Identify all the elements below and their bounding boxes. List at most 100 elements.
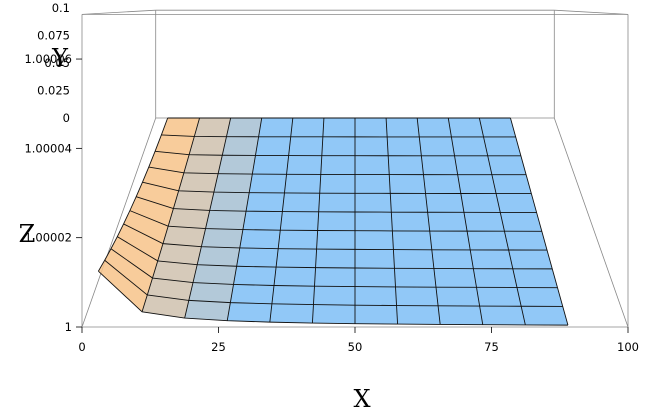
surface-patch (438, 305, 483, 325)
surface-patch (479, 306, 526, 325)
y-tick-label: 0.1 (52, 1, 70, 15)
surface-patch (280, 211, 319, 231)
surface-patch (157, 243, 202, 265)
surface-mesh (97, 117, 569, 326)
surface-patch (178, 172, 219, 193)
surface-patch (500, 212, 542, 232)
surface-patch (110, 236, 158, 279)
surface-patch (355, 193, 392, 213)
surface-patch (322, 118, 355, 137)
surface-patch (470, 249, 513, 269)
surface-patch (152, 260, 198, 283)
surface-patch (222, 136, 259, 156)
surface-patch (233, 266, 277, 286)
tick-labels: 0 25 50 75 100 0 0.025 0.05 0.075 0.1 1 1.00002 1.00… (24, 1, 639, 354)
surface-patch (242, 211, 283, 231)
surface-patch (394, 268, 436, 288)
mesh-line-x (97, 117, 169, 272)
surface-patch (269, 303, 314, 324)
mesh-line-y (148, 166, 527, 176)
surface-patch (249, 174, 287, 193)
surface-patch (189, 136, 227, 156)
surface-patch (197, 246, 240, 267)
surface-patch (355, 136, 389, 156)
surface-patch (271, 285, 315, 305)
surface-patch (290, 118, 324, 137)
surface-patch (391, 212, 430, 232)
surface-patch (314, 267, 355, 287)
surface-patch (318, 193, 355, 213)
surface-patch (173, 190, 214, 211)
surface-patch (355, 286, 397, 306)
surface-patch (226, 118, 262, 137)
surface-patch (483, 136, 521, 156)
mesh-line-y (142, 181, 532, 195)
mesh-line-y (161, 134, 516, 138)
surface-patch (419, 136, 455, 156)
surface-patch (123, 210, 169, 244)
surface-patch (213, 173, 253, 193)
surface-patch (423, 174, 461, 194)
surface-patch (315, 249, 355, 269)
surface-patch (161, 118, 200, 137)
surface-patch (184, 300, 231, 321)
surface-patch (194, 118, 231, 137)
surface-patch (491, 174, 532, 194)
bounding-box (81, 9, 629, 328)
surface-patch (389, 174, 426, 194)
surface-patch (316, 230, 355, 250)
surface-patch (355, 249, 395, 269)
mesh-line-y (117, 236, 553, 270)
mesh-line-x (385, 117, 399, 325)
mesh-line-y (123, 223, 548, 251)
mesh-line-x (478, 117, 526, 326)
surface-patch (255, 136, 291, 156)
surface-patch (252, 155, 289, 175)
surface-patch (286, 155, 322, 175)
surface-patch (278, 230, 318, 250)
surface-patch (168, 208, 210, 229)
mesh-line-x (269, 117, 294, 323)
surface-patch (427, 212, 468, 232)
surface (98, 118, 568, 326)
surface-patch (236, 247, 279, 268)
x-tick-label: 75 (484, 340, 499, 354)
surface-patch (317, 211, 355, 231)
surface-patch (142, 294, 189, 319)
surface-patch (395, 286, 439, 306)
y-tick-label: 0.05 (44, 56, 70, 70)
y-tick-label: 0.025 (37, 84, 70, 98)
z-tick-label: 1 (65, 320, 72, 334)
box-edge (554, 9, 629, 15)
surface-patch (282, 192, 320, 212)
surface-patch (516, 287, 563, 307)
mesh-line-x (510, 117, 569, 326)
surface-patch (230, 284, 275, 304)
surface-patch (319, 174, 355, 194)
surface-patch (433, 268, 477, 288)
surface-patch (276, 248, 317, 268)
mesh-line-x (226, 117, 263, 321)
mesh-line-x (311, 117, 325, 324)
surface-patch (387, 136, 422, 156)
mesh-line-x (447, 117, 484, 325)
surface-patch (390, 193, 428, 213)
surface-patch (355, 174, 391, 194)
mesh-line-y (136, 196, 537, 213)
x-tick-label: 0 (78, 340, 85, 354)
surface-patch (508, 250, 553, 269)
surface-patch (512, 268, 558, 288)
surface-patch (193, 264, 237, 285)
surface-patch (288, 136, 323, 156)
box-edge (81, 9, 156, 15)
z-tick-label: 1.00006 (24, 52, 72, 66)
surface-patch (246, 192, 285, 212)
surface-patch (147, 278, 194, 301)
axis-ticks (76, 58, 629, 333)
surface-patch (392, 230, 432, 250)
surface-patch (396, 305, 441, 325)
surface-patch (258, 118, 293, 137)
surface-patch (129, 196, 174, 227)
y-tick-label: 0.075 (37, 29, 70, 43)
surface-patch (312, 304, 355, 324)
